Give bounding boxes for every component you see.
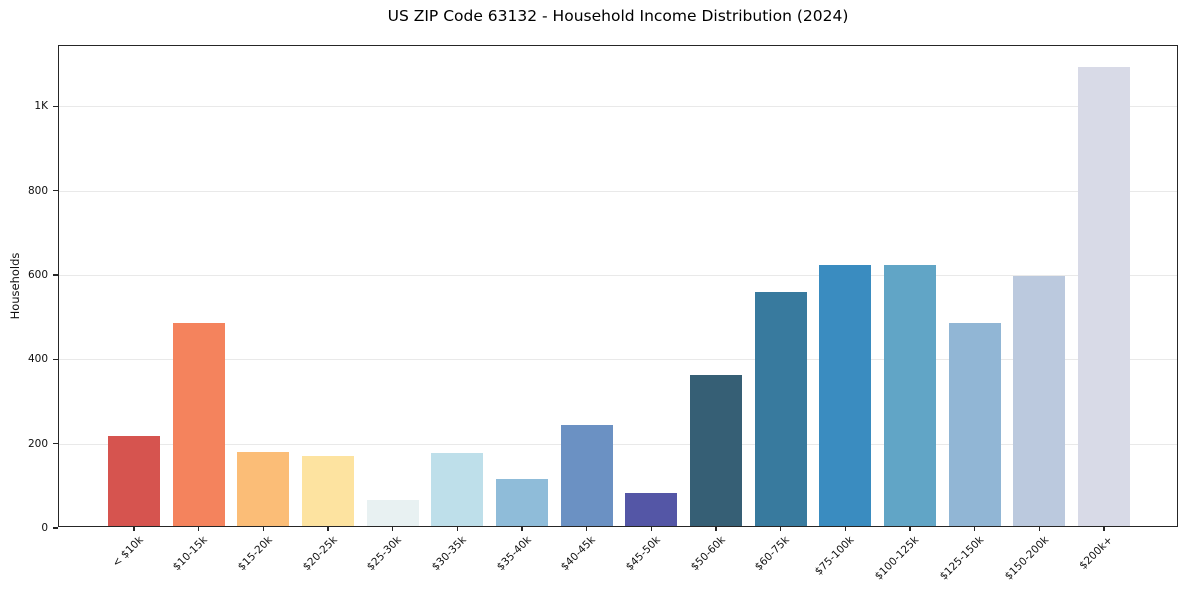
x-tick-label: $15-20k xyxy=(235,534,275,574)
x-tick-mark xyxy=(327,526,329,531)
bar xyxy=(496,478,549,526)
bar xyxy=(302,456,354,526)
x-tick-mark xyxy=(262,526,265,531)
bar xyxy=(1078,67,1131,526)
y-tick-mark xyxy=(52,527,58,529)
x-tick-mark xyxy=(780,526,782,531)
x-tick-mark xyxy=(1103,526,1105,531)
y-tick-label: 1K xyxy=(34,100,48,113)
x-tick-label: $20-25k xyxy=(300,534,340,574)
x-tick-label: $60-75k xyxy=(753,534,793,574)
bar xyxy=(948,323,1001,526)
x-tick-mark xyxy=(974,526,976,531)
bar xyxy=(560,425,613,526)
x-tick-label: $50-60k xyxy=(688,534,728,574)
bar xyxy=(172,323,225,526)
gridline xyxy=(59,274,1177,276)
bar xyxy=(884,264,937,526)
x-tick-mark xyxy=(1038,526,1041,531)
x-tick-mark xyxy=(456,526,459,531)
y-tick-mark xyxy=(52,442,58,445)
gridline xyxy=(59,443,1177,445)
gridline xyxy=(59,106,1177,108)
bar xyxy=(690,375,743,526)
x-tick-label: $75-100k xyxy=(813,534,857,578)
y-tick-mark xyxy=(52,189,58,192)
bar xyxy=(366,500,419,526)
x-tick-mark xyxy=(715,526,717,531)
bar xyxy=(237,452,290,526)
x-tick-mark xyxy=(197,526,200,531)
x-tick-label: $25-30k xyxy=(365,534,405,574)
x-tick-label: $200k+ xyxy=(1077,534,1116,572)
y-tick-mark xyxy=(52,358,58,360)
y-tick-label: 600 xyxy=(27,268,48,281)
x-tick-mark xyxy=(521,526,523,531)
x-tick-label: $40-45k xyxy=(559,534,599,574)
x-tick-mark xyxy=(650,526,653,531)
bar xyxy=(754,291,807,526)
y-tick-label: 200 xyxy=(27,437,48,450)
bar xyxy=(819,265,872,526)
bar xyxy=(1013,275,1066,526)
gridline xyxy=(59,359,1177,361)
x-tick-label: $10-15k xyxy=(171,534,211,574)
x-tick-label: $30-35k xyxy=(429,534,469,574)
x-tick-label: $35-40k xyxy=(494,534,534,574)
bar xyxy=(625,493,678,526)
bar xyxy=(431,453,484,526)
plot-area: 0 200 400 600 800 1K < $10k $10-15k $15-20k $20-2… xyxy=(28,45,1178,583)
y-tick-mark xyxy=(52,105,58,107)
gridline xyxy=(59,190,1177,192)
y-tick-label: 0 xyxy=(41,522,48,534)
x-tick-label: < $10k xyxy=(109,534,146,570)
y-tick-label: 800 xyxy=(27,184,48,197)
x-tick-mark xyxy=(391,526,394,531)
x-tick-mark xyxy=(909,526,911,531)
x-tick-label: $150-200k xyxy=(1002,534,1051,583)
x-tick-label: $45-50k xyxy=(623,534,663,574)
chart-title: US ZIP Code 63132 - Household Income Dis… xyxy=(387,7,849,25)
x-tick-label: $100-125k xyxy=(872,534,922,583)
bar xyxy=(108,435,160,526)
y-axis-label: Households xyxy=(8,252,22,320)
x-tick-mark xyxy=(133,526,135,531)
x-tick-label: $125-150k xyxy=(937,534,987,583)
y-tick-label: 400 xyxy=(27,353,48,366)
x-tick-mark xyxy=(844,526,847,531)
x-tick-mark xyxy=(585,526,588,531)
y-tick-mark xyxy=(52,274,58,276)
